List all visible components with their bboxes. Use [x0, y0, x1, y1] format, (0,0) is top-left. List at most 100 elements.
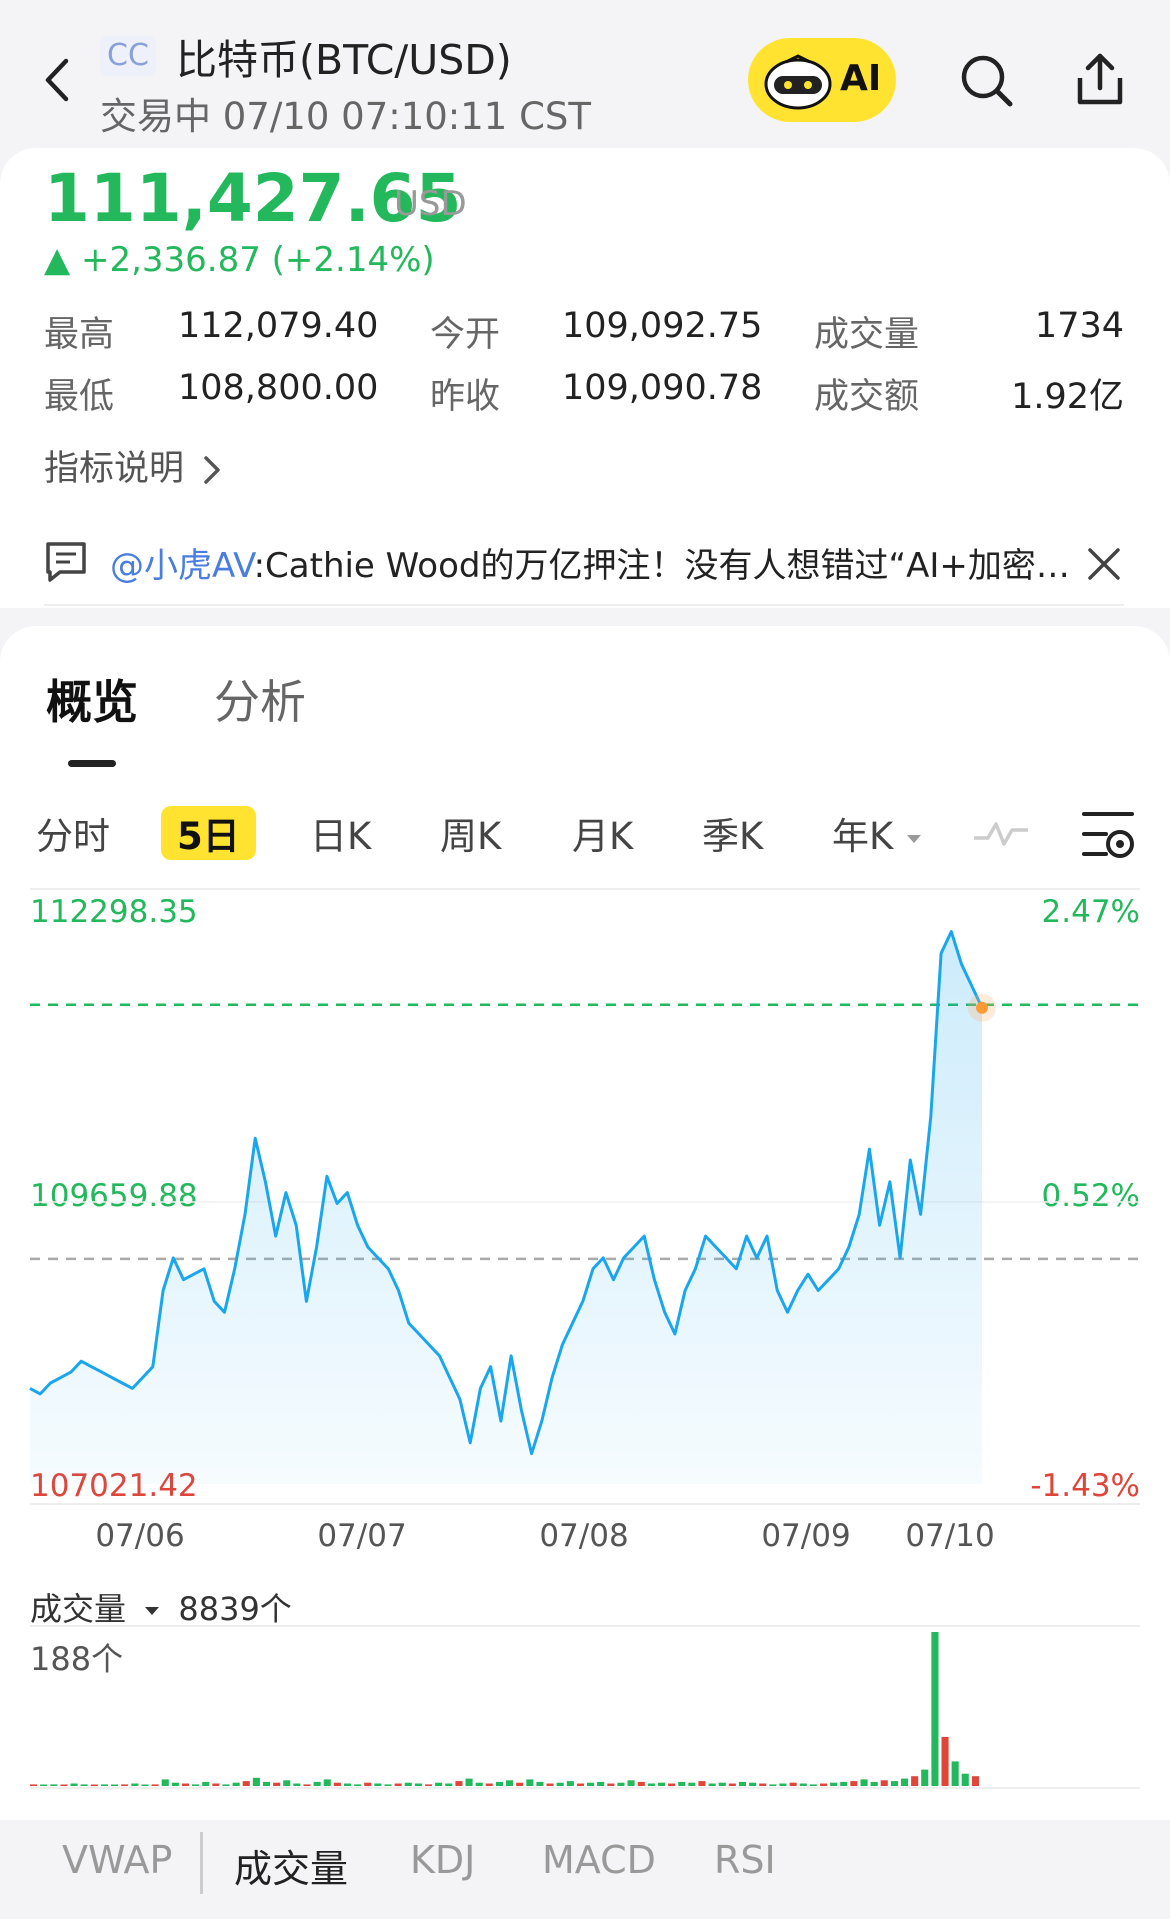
trading-status: 交易中 07/10 07:10:11 CST — [100, 95, 592, 138]
indicator-tab-macd[interactable]: MACD — [542, 1838, 656, 1882]
volume-bar — [668, 1783, 676, 1786]
volume-header[interactable]: 成交量 8839个 — [30, 1584, 292, 1630]
stat-value-turnover: 1.92亿 — [1011, 377, 1124, 417]
stat-label-volume: 成交量 — [814, 315, 920, 355]
volume-bar — [435, 1782, 443, 1786]
stat-label-open: 今开 — [430, 315, 501, 355]
news-user[interactable]: @小虎AV — [110, 546, 254, 586]
volume-bar — [495, 1781, 503, 1786]
volume-bar — [708, 1783, 716, 1786]
page-title: 比特币(BTC/USD) — [176, 36, 512, 84]
volume-bar — [911, 1776, 919, 1786]
volume-bar — [90, 1784, 98, 1786]
volume-bar — [262, 1781, 270, 1786]
indicator-tab-vwap[interactable]: VWAP — [62, 1838, 173, 1882]
stat-value-volume: 1734 — [1034, 306, 1124, 346]
tab-overview[interactable]: 概览 — [46, 675, 138, 729]
volume-bar — [60, 1784, 68, 1786]
tab-analysis[interactable]: 分析 — [214, 675, 306, 729]
volume-bar — [688, 1782, 696, 1786]
volume-bar — [759, 1783, 767, 1786]
volume-bar — [738, 1781, 746, 1786]
message-icon — [46, 542, 86, 582]
volume-bar — [192, 1784, 200, 1786]
x-label-0708: 07/08 — [539, 1518, 628, 1554]
volume-bar — [830, 1782, 838, 1786]
volume-bar — [576, 1783, 584, 1786]
volume-bar — [242, 1781, 250, 1786]
indicator-tab-kdj[interactable]: KDJ — [410, 1838, 476, 1882]
volume-bar — [536, 1781, 544, 1786]
x-label-0709: 07/09 — [761, 1518, 850, 1554]
volume-bar — [313, 1781, 321, 1786]
period-intraday[interactable]: 分时 — [36, 815, 110, 858]
period-daily-k[interactable]: 日K — [310, 815, 372, 858]
volume-bar — [30, 1784, 38, 1786]
volume-bar — [718, 1782, 726, 1786]
period-yearly-k[interactable]: 年K — [832, 806, 923, 860]
volume-bar — [70, 1783, 78, 1786]
pulse-icon[interactable] — [972, 812, 1030, 852]
volume-bar — [779, 1783, 787, 1786]
volume-bar — [597, 1781, 605, 1786]
stat-label-low: 最低 — [44, 377, 115, 417]
period-weekly-k[interactable]: 周K — [440, 815, 502, 858]
volume-bar — [728, 1783, 736, 1786]
period-quarterly-k[interactable]: 季K — [702, 815, 764, 858]
volume-bar — [941, 1736, 949, 1786]
volume-bar — [951, 1761, 959, 1786]
chart-settings-icon[interactable] — [1080, 806, 1136, 862]
caret-down-icon — [145, 1607, 160, 1615]
volume-bar — [546, 1783, 554, 1786]
share-icon[interactable] — [1070, 50, 1130, 110]
back-icon[interactable] — [38, 55, 78, 105]
indicator-tab-rsi[interactable]: RSI — [714, 1838, 776, 1882]
news-ticker[interactable]: @小虎AV:Cathie Wood的万亿押注！没有人想错过“AI+加密… — [110, 538, 1070, 587]
stat-value-low: 108,800.00 — [178, 368, 379, 408]
exchange-badge: CC — [100, 36, 156, 76]
y-label-left-top: 112298.35 — [30, 894, 198, 930]
volume-bar — [414, 1783, 422, 1786]
volume-bar — [526, 1779, 534, 1786]
volume-bar — [80, 1784, 88, 1786]
volume-bar — [303, 1784, 311, 1786]
volume-bar — [556, 1782, 564, 1786]
ai-label: AI — [840, 58, 882, 99]
price-chart[interactable]: 112298.35 109659.88 107021.42 2.47% 0.52… — [0, 880, 1170, 1560]
tab-underline — [68, 760, 116, 767]
volume-bar — [465, 1778, 473, 1786]
volume-bar — [789, 1782, 797, 1786]
volume-bar — [485, 1783, 493, 1786]
volume-bar — [100, 1784, 108, 1786]
close-icon[interactable] — [1086, 546, 1122, 582]
volume-bar — [171, 1782, 179, 1786]
search-icon[interactable] — [958, 52, 1014, 108]
volume-bar — [769, 1784, 777, 1786]
volume-bar — [232, 1782, 240, 1786]
period-monthly-k[interactable]: 月K — [572, 815, 634, 858]
volume-bar — [931, 1632, 939, 1786]
volume-bar — [161, 1779, 169, 1786]
volume-bar — [749, 1782, 757, 1786]
period-5day[interactable]: 5日 — [161, 806, 256, 860]
ai-mascot-icon — [764, 54, 832, 110]
volume-bar — [151, 1784, 159, 1786]
volume-bar — [273, 1782, 281, 1786]
volume-bar — [799, 1783, 807, 1786]
volume-bar — [344, 1783, 352, 1786]
stat-label-high: 最高 — [44, 315, 115, 355]
volume-bar — [820, 1783, 828, 1786]
volume-bar — [374, 1783, 382, 1786]
price-unit: USD — [394, 184, 467, 224]
volume-bar — [516, 1782, 524, 1786]
indicator-separator — [200, 1832, 203, 1894]
volume-bar — [880, 1780, 888, 1786]
indicator-tab-volume[interactable]: 成交量 — [234, 1847, 349, 1891]
volume-bar — [364, 1782, 372, 1786]
volume-chart[interactable] — [0, 1620, 1170, 1795]
indicator-explanation-link[interactable]: 指标说明 — [44, 440, 223, 491]
price-line — [29, 930, 984, 1456]
chart-top-border — [30, 888, 1140, 890]
volume-bar — [445, 1783, 453, 1786]
volume-bar — [425, 1784, 433, 1786]
